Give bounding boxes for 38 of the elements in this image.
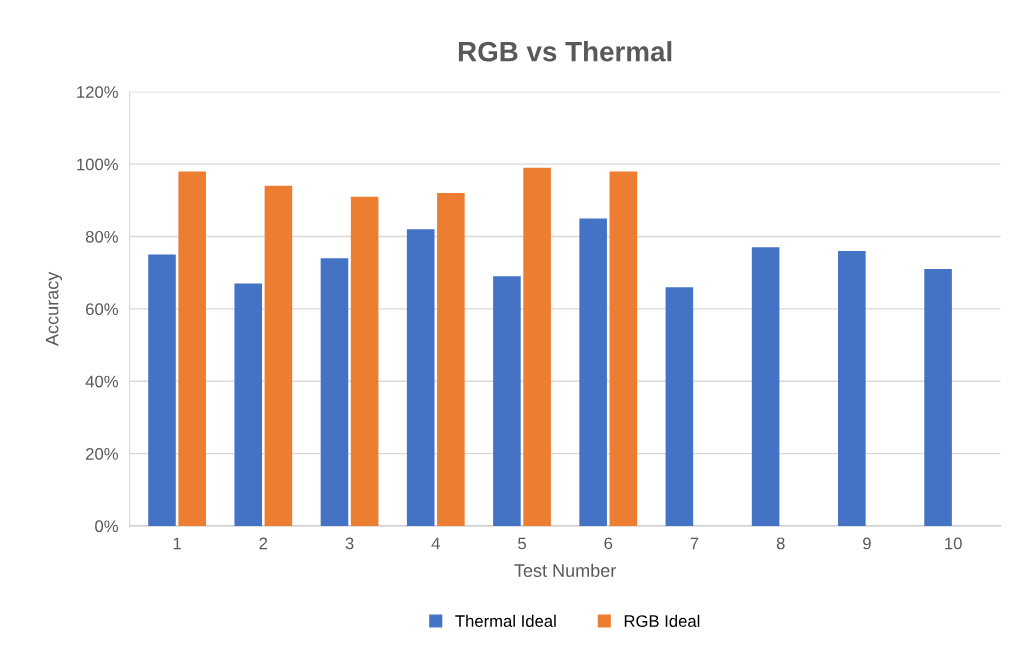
x-tick-label: 10	[945, 537, 962, 550]
bar	[493, 276, 521, 526]
x-tick-label: 6	[604, 537, 613, 550]
x-tick-label: 2	[259, 537, 268, 550]
y-axis-title: Accuracy	[45, 271, 63, 346]
chart-title: RGB vs Thermal	[458, 41, 672, 62]
bar	[665, 287, 694, 526]
y-tick-label: 100%	[77, 158, 118, 171]
y-tick-label: 40%	[85, 375, 118, 388]
y-tick-label: 120%	[77, 86, 118, 98]
bar	[523, 167, 551, 526]
x-axis-title: Test Number	[514, 563, 616, 577]
bar	[579, 218, 607, 526]
x-tick-label: 9	[863, 537, 871, 550]
legend-label: Thermal Ideal	[455, 614, 556, 627]
x-tick-label: 7	[690, 537, 699, 550]
bar	[924, 269, 952, 526]
x-tick-label: 4	[431, 537, 440, 550]
y-tick-label: 20%	[86, 447, 118, 460]
bar	[264, 185, 293, 526]
x-tick-label: 1	[173, 537, 181, 550]
bar	[406, 229, 435, 526]
bar	[437, 193, 465, 526]
y-tick-label: 80%	[85, 230, 118, 243]
bar	[838, 250, 866, 526]
bar	[350, 196, 379, 526]
bar	[751, 247, 780, 526]
x-tick-label: 3	[345, 537, 354, 550]
bar	[609, 171, 638, 526]
bar	[148, 254, 176, 526]
bar	[234, 283, 263, 526]
bar	[320, 258, 349, 526]
legend-label: RGB Ideal	[624, 614, 700, 627]
y-tick-label: 0%	[95, 520, 118, 533]
y-tick-label: 60%	[86, 303, 118, 316]
bar	[178, 171, 206, 526]
x-tick-label: 8	[776, 537, 785, 550]
x-tick-label: 5	[518, 537, 526, 550]
